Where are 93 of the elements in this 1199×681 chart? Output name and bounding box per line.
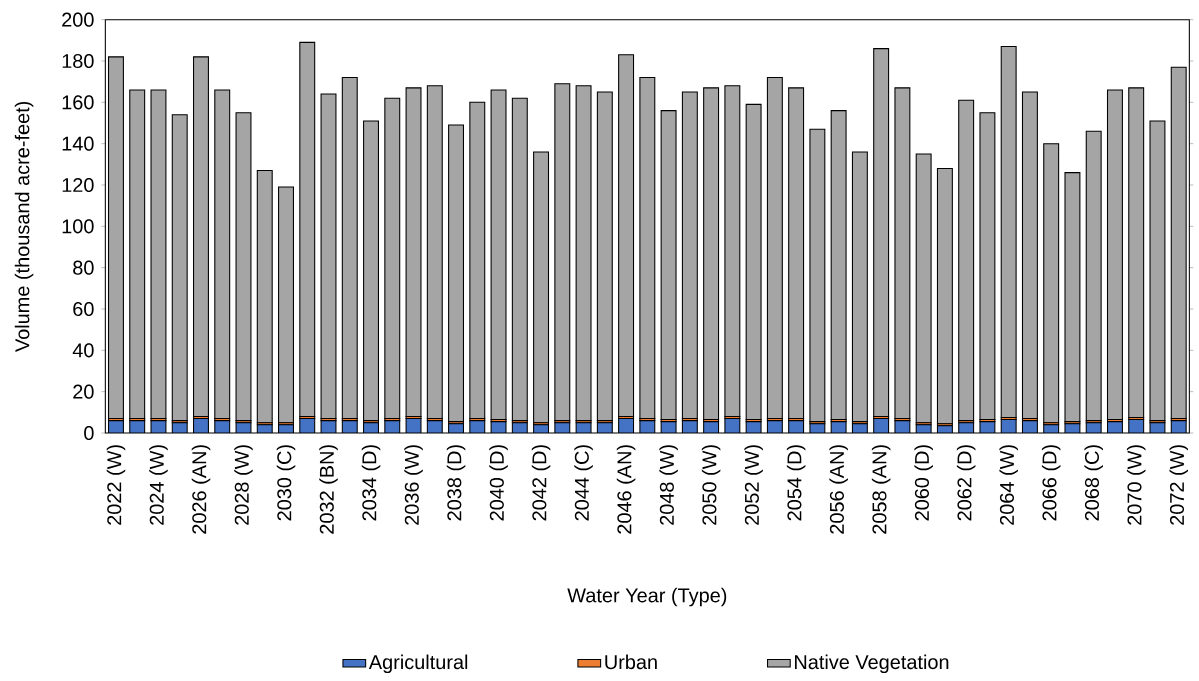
x-tick-label: 2058 (AN) [871, 445, 891, 534]
bar [724, 85, 741, 417]
x-tick-label: 2070 (W) [1126, 445, 1146, 525]
y-tick-label: 40 [72, 343, 94, 358]
bar [639, 77, 656, 420]
bar [703, 87, 720, 421]
bar [936, 167, 953, 425]
x-tick-label: 2056 (AN) [829, 445, 848, 534]
bar [958, 99, 975, 422]
bar [448, 124, 465, 423]
y-tick-label: 0 [84, 425, 94, 441]
bar [1021, 91, 1038, 420]
bar [235, 112, 252, 422]
x-tick-label: 2046 (AN) [616, 445, 636, 534]
bar [596, 91, 613, 422]
bar [426, 85, 443, 420]
bar [979, 112, 996, 421]
y-tick-label: 20 [73, 384, 94, 399]
x-tick-label: 2060 (D) [914, 445, 933, 521]
x-tick-label: 2024 (W) [149, 445, 168, 525]
bar [150, 89, 167, 420]
x-tick-label: 2048 (W) [659, 445, 678, 525]
bar [681, 91, 698, 420]
x-tick-label: 2052 (W) [744, 445, 763, 525]
y-tick-label: 140 [62, 136, 94, 151]
bar [469, 101, 486, 420]
bar [894, 87, 911, 420]
bar [490, 89, 507, 421]
y-tick-label: 120 [62, 177, 94, 193]
bar [511, 97, 528, 422]
bar [171, 114, 188, 422]
x-tick-label: 2050 (W) [701, 445, 721, 525]
legend-label: Urban [605, 654, 657, 670]
bar [766, 77, 783, 420]
bar [554, 83, 571, 422]
x-tick-label: 2026 (AN) [191, 445, 211, 534]
x-tick-label: 2054 (D) [786, 445, 806, 521]
bar [1064, 172, 1081, 423]
bar [575, 85, 592, 422]
x-tick-label: 2066 (D) [1041, 445, 1061, 521]
bar [873, 48, 890, 417]
bar [193, 56, 209, 417]
bar [1085, 130, 1102, 422]
bar [256, 170, 273, 424]
bar [1170, 66, 1187, 420]
x-tick-label: 2036 (W) [404, 445, 423, 525]
bar [341, 77, 358, 420]
bar [384, 97, 401, 420]
x-axis-title: Water Year (Type) [567, 587, 727, 607]
bar [299, 41, 316, 417]
bar [363, 120, 379, 422]
x-tick-label: 2034 (D) [361, 445, 381, 521]
bar [1106, 89, 1123, 421]
x-tick-label: 2062 (D) [956, 445, 976, 521]
y-tick-label: 100 [62, 219, 94, 234]
bar [745, 103, 762, 421]
x-tick-label: 2064 (W) [999, 445, 1018, 525]
y-tick-label: 200 [62, 12, 94, 27]
bar [1128, 87, 1145, 419]
x-tick-label: 2040 (D) [489, 445, 508, 521]
legend-label: Native Vegetation [795, 654, 949, 674]
x-tick-label: 2068 (C) [1084, 445, 1103, 521]
bar [107, 56, 124, 420]
bar [788, 87, 805, 420]
bar [533, 151, 550, 424]
bar [320, 93, 337, 420]
bar [809, 128, 826, 423]
x-tick-label: 2072 (W) [1169, 445, 1188, 525]
bar [278, 186, 294, 424]
legend-label: Agricultural [368, 654, 468, 674]
x-tick-label: 2032 (BN) [319, 445, 338, 534]
bar [915, 153, 932, 424]
y-tick-label: 80 [73, 260, 94, 275]
y-tick-label: 60 [73, 301, 94, 317]
y-tick-label: 180 [62, 53, 94, 69]
bar [1043, 143, 1060, 424]
bar [405, 87, 422, 417]
bar [1149, 120, 1166, 422]
x-tick-label: 2030 (C) [276, 445, 296, 521]
x-tick-label: 2042 (D) [531, 445, 551, 521]
bar [129, 89, 146, 420]
bar [214, 89, 231, 420]
bar [618, 54, 635, 417]
x-tick-label: 2044 (C) [574, 445, 593, 521]
bar [1000, 46, 1017, 419]
bar [660, 110, 677, 421]
x-tick-label: 2028 (W) [234, 445, 253, 525]
x-tick-label: 2038 (D) [446, 445, 466, 521]
bar [851, 151, 868, 423]
x-tick-label: 2022 (W) [106, 445, 126, 525]
y-axis-title: Volume (thousand acre-feet) [14, 101, 34, 352]
y-tick-label: 160 [62, 95, 94, 110]
bar [830, 110, 847, 421]
